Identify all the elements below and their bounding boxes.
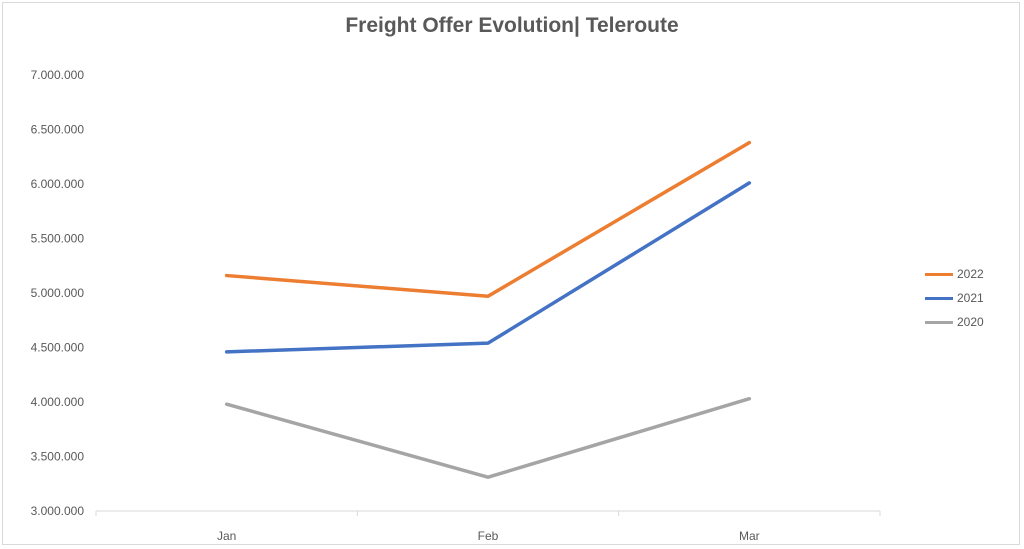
chart-title: Freight Offer Evolution| Teleroute [345,14,679,37]
y-tick-label: 4.000.000 [31,395,85,409]
y-axis: 3.000.000 3.500.000 4.000.000 4.500.000 5.00… [31,68,85,518]
legend-item-2022: 2022 [925,262,984,286]
series-line-2021 [224,181,752,354]
legend-swatch [925,272,953,276]
x-tick-label: Jan [217,529,236,543]
y-tick-label: 5.500.000 [31,232,85,246]
legend-swatch [925,320,953,324]
y-tick-label: 3.500.000 [31,450,85,464]
y-tick-label: 4.500.000 [31,341,85,355]
legend-item-2020: 2020 [925,310,984,334]
x-axis: Jan Feb Mar [95,510,881,543]
y-tick-label: 6.000.000 [31,177,85,191]
y-tick-label: 6.500.000 [31,123,85,137]
y-tick-label: 7.000.000 [31,68,85,82]
legend: 2022 2021 2020 [925,262,984,334]
series-line-2022 [224,140,752,299]
x-tick-label: Feb [478,529,499,543]
legend-label: 2020 [957,315,984,329]
series-lines [224,140,752,479]
legend-label: 2022 [957,267,984,281]
y-tick-label: 3.000.000 [31,504,85,518]
series-line-2020 [224,396,752,479]
x-tick-label: Mar [739,529,760,543]
legend-item-2021: 2021 [925,286,984,310]
legend-label: 2021 [957,291,984,305]
y-tick-label: 5.000.000 [31,286,85,300]
legend-swatch [925,296,953,300]
